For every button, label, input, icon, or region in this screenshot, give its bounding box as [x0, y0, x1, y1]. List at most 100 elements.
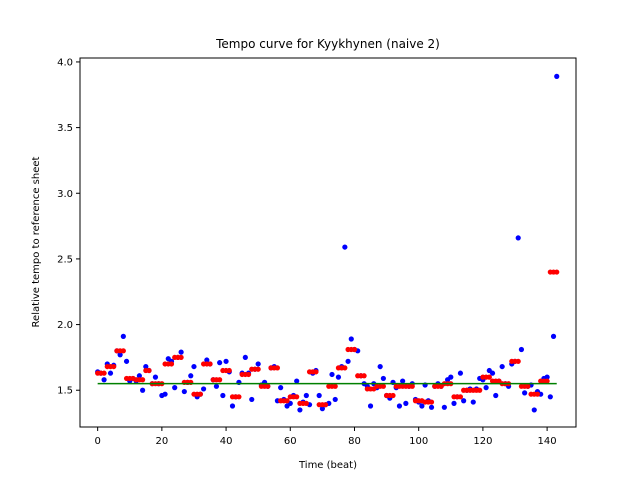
data-point [457, 394, 464, 400]
data-point [518, 346, 525, 353]
data-point [316, 392, 322, 399]
data-point [448, 374, 454, 380]
data-point [217, 377, 223, 383]
data-point [493, 392, 499, 399]
data-point [396, 403, 403, 409]
data-point [525, 383, 531, 389]
data-point [181, 388, 187, 395]
data-point [236, 394, 242, 400]
data-point [380, 383, 386, 389]
x-tick-label: 0 [94, 436, 100, 447]
data-point [223, 358, 229, 364]
data-point [294, 394, 300, 400]
data-point [162, 391, 168, 397]
data-point [213, 383, 220, 389]
data-point [409, 383, 415, 389]
data-point [457, 370, 464, 376]
data-marks [95, 73, 560, 413]
y-tick-label: 2.0 [57, 320, 73, 331]
x-tick-label: 140 [538, 436, 557, 447]
data-point [152, 374, 159, 380]
data-point [428, 404, 435, 410]
y-tick-label: 2.5 [57, 254, 73, 265]
data-point [255, 361, 261, 367]
data-point [342, 244, 348, 250]
data-point [278, 385, 284, 391]
data-point [226, 367, 232, 374]
y-axis: 1.5 2.0 2.5 3.0 3.5 4.0 [57, 57, 80, 397]
data-point [101, 370, 107, 376]
y-tick-label: 4.0 [57, 57, 73, 68]
data-point [403, 400, 409, 406]
data-point [547, 394, 553, 400]
data-point [120, 333, 126, 339]
y-axis-label: Relative tempo to reference sheet [31, 156, 42, 327]
data-point [303, 400, 309, 406]
data-point [441, 404, 447, 410]
data-point [461, 398, 467, 404]
data-point [303, 392, 309, 399]
data-point [284, 398, 290, 404]
data-point [207, 361, 213, 367]
data-point [204, 357, 210, 363]
data-point [451, 400, 457, 406]
data-point [197, 391, 203, 397]
series-1 [95, 269, 560, 408]
data-point [332, 383, 338, 389]
data-point [107, 370, 114, 376]
data-point [428, 399, 435, 405]
data-point [554, 269, 560, 275]
data-point [168, 361, 175, 367]
y-tick-label: 1.5 [57, 386, 73, 397]
data-point [140, 377, 146, 383]
data-point [348, 336, 354, 342]
data-point [200, 386, 207, 392]
data-point [146, 367, 152, 374]
data-point [544, 374, 550, 380]
data-point [544, 378, 550, 384]
data-point [178, 349, 184, 355]
data-point [242, 354, 248, 361]
data-point [229, 403, 236, 409]
chart-title: Tempo curve for Kyykhynen (naive 2) [215, 37, 440, 51]
data-point [319, 406, 325, 412]
data-point [534, 391, 541, 397]
data-point [191, 363, 197, 370]
data-point [329, 371, 335, 378]
x-tick-label: 20 [155, 436, 168, 447]
x-axis: 0 20 40 60 80 100 120 140 [94, 427, 557, 447]
data-point [274, 365, 281, 371]
data-point [554, 73, 560, 79]
data-point [136, 373, 142, 379]
x-tick-label: 100 [409, 436, 428, 447]
data-point [322, 402, 329, 408]
data-point [249, 396, 255, 403]
data-point [499, 363, 505, 370]
data-point [400, 378, 406, 384]
data-point [255, 366, 261, 372]
x-tick-label: 120 [473, 436, 492, 447]
data-point [367, 403, 374, 409]
data-point [172, 385, 178, 391]
data-point [313, 369, 319, 375]
data-point [531, 407, 537, 413]
data-point [120, 348, 126, 354]
data-point [483, 385, 489, 391]
x-tick-label: 60 [284, 436, 297, 447]
data-point [294, 378, 300, 384]
data-point [217, 360, 223, 366]
data-point [550, 333, 557, 339]
data-point [111, 363, 117, 370]
data-point [515, 358, 521, 364]
data-point [345, 358, 351, 364]
data-point [390, 392, 396, 399]
data-point [380, 375, 386, 382]
plot-frame [79, 57, 577, 428]
data-point [143, 363, 149, 370]
x-tick-label: 40 [220, 436, 233, 447]
data-point [297, 407, 303, 413]
data-point [377, 363, 383, 370]
y-tick-label: 3.0 [57, 189, 73, 200]
data-point [489, 370, 496, 376]
